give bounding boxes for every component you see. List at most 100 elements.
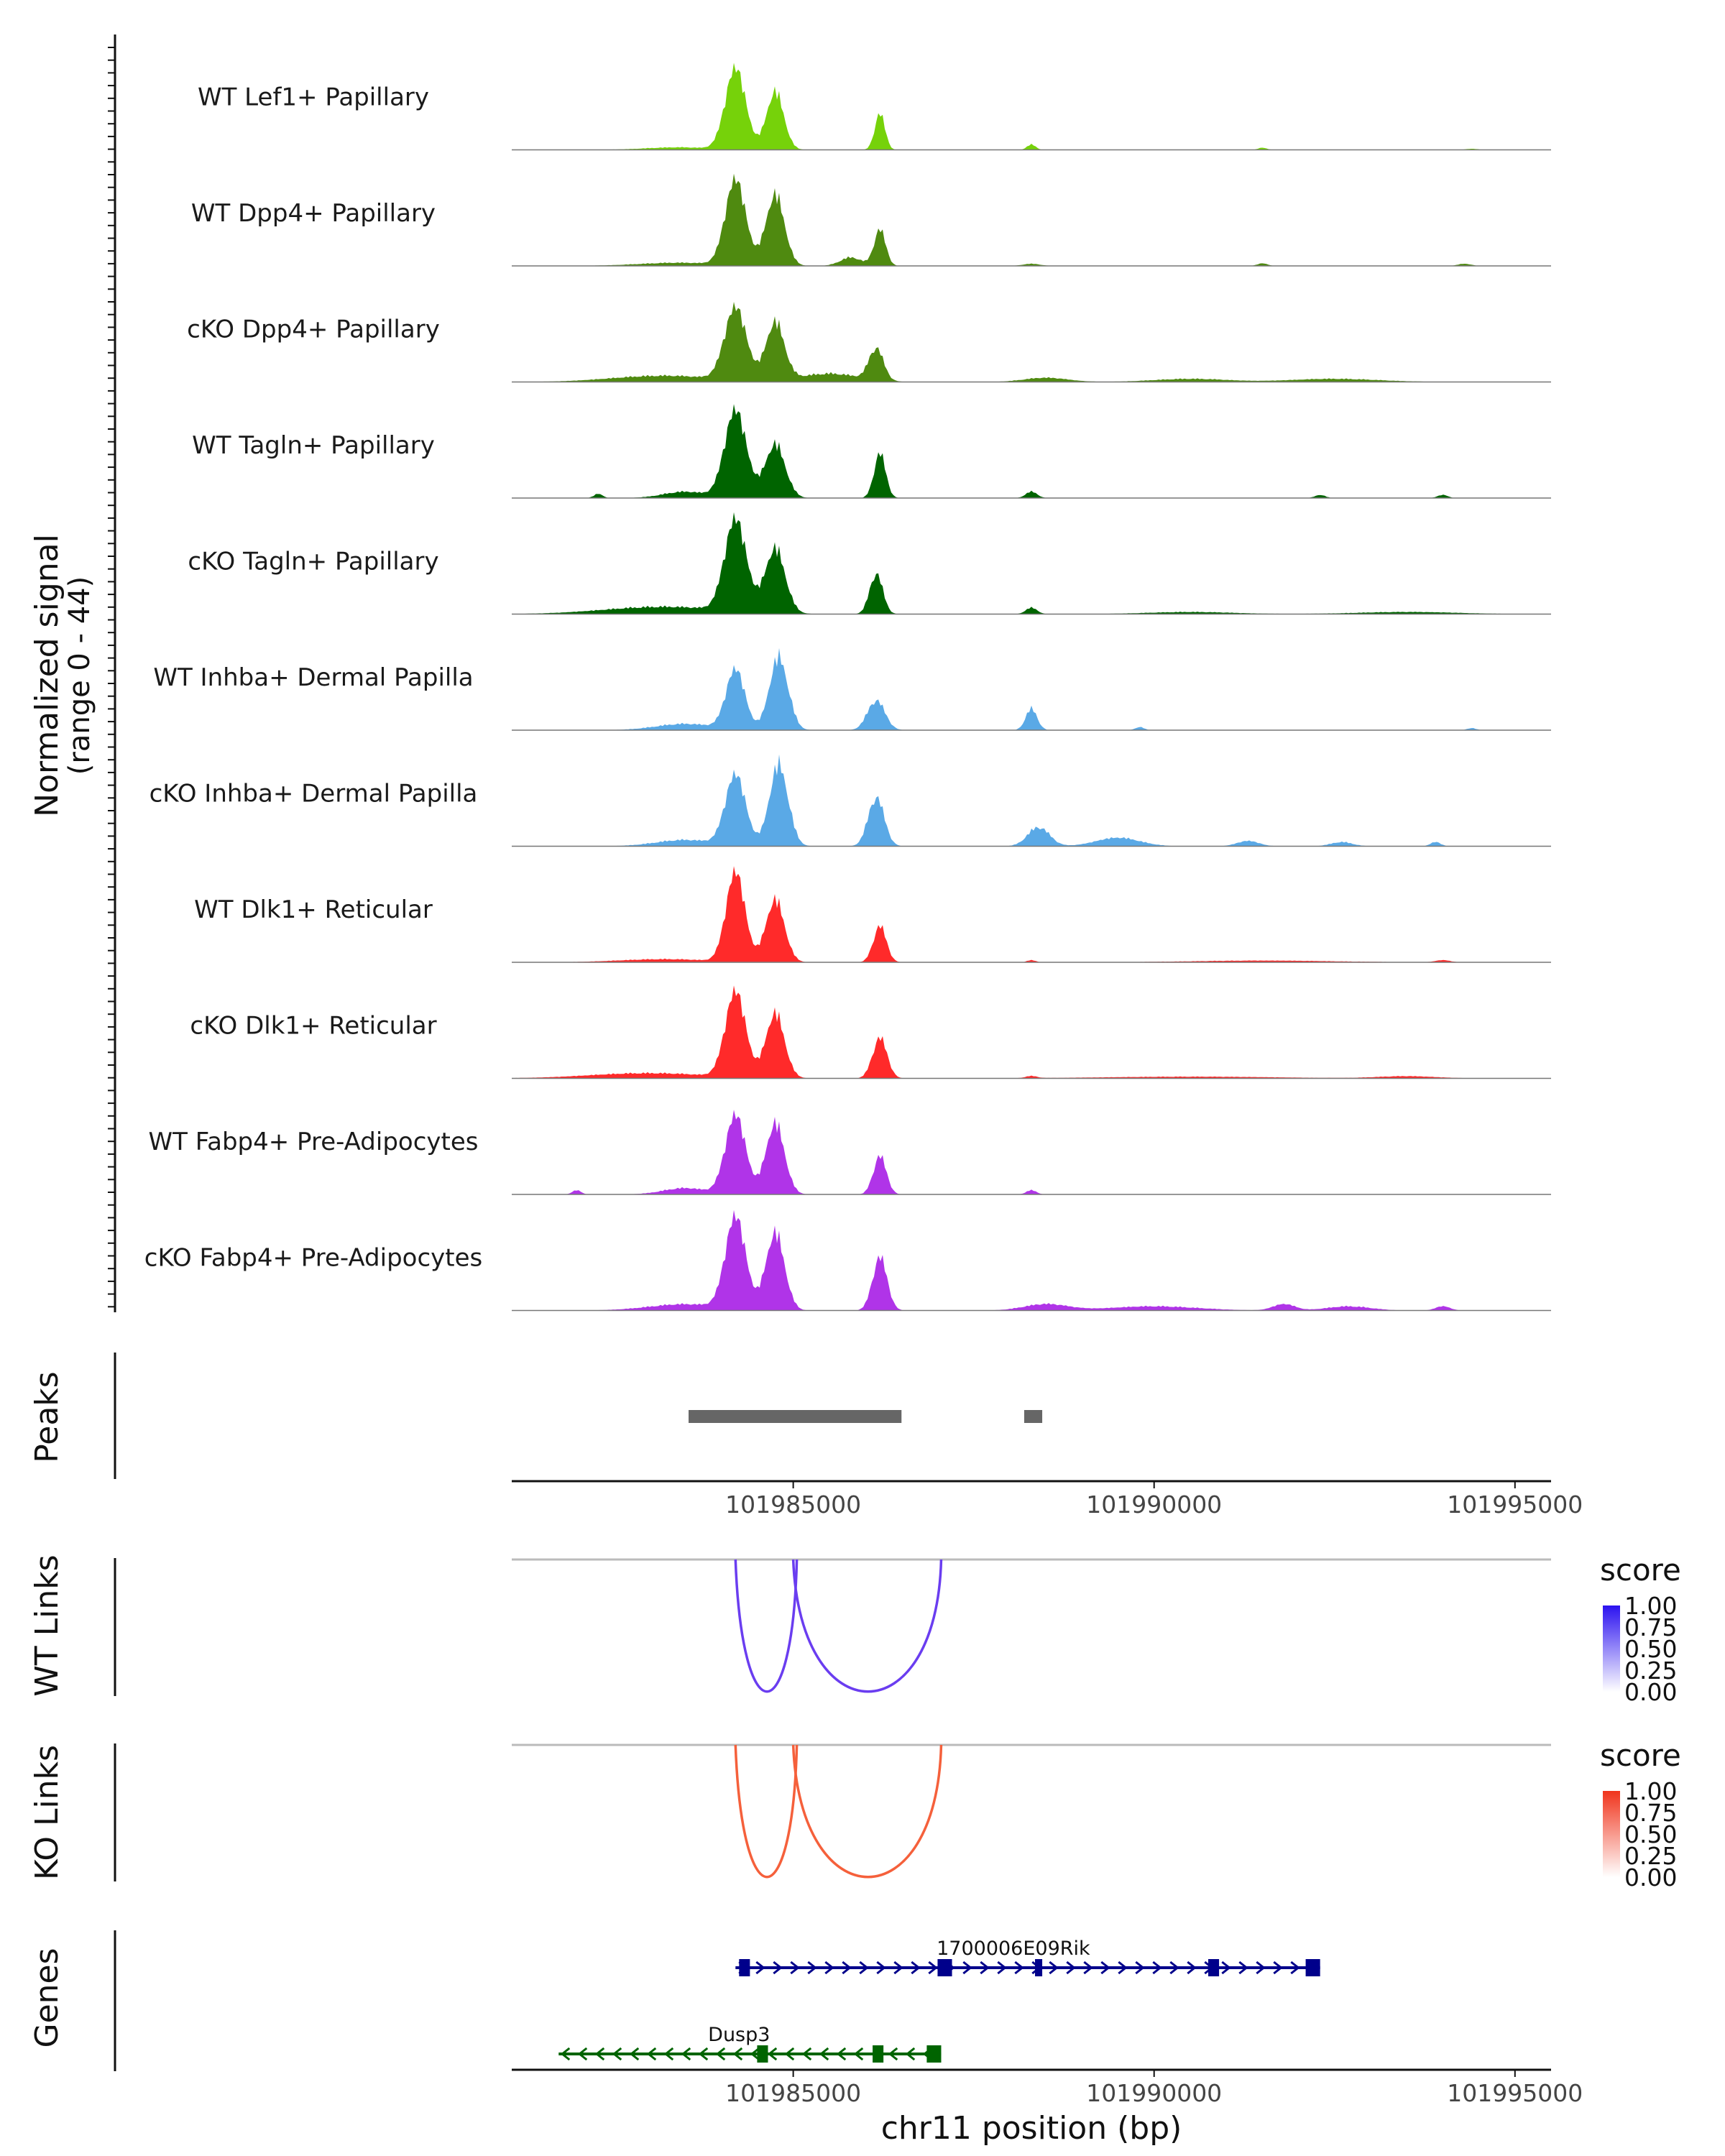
genes-track-label: Genes	[29, 1948, 65, 2047]
track-label: WT Inhba+ Dermal Papilla	[153, 663, 473, 692]
legend-title: score	[1600, 1738, 1681, 1773]
peaks-track-label: Peaks	[29, 1371, 65, 1462]
legend-tick-label: 0.50	[1624, 1820, 1677, 1848]
strand-chevron	[859, 1961, 869, 1975]
coverage-area	[512, 754, 1515, 847]
strand-chevron	[962, 1961, 972, 1975]
coverage-area	[512, 404, 1515, 498]
strand-chevron	[824, 1961, 834, 1975]
coverage-track: cKO Dpp4+ Papillary	[187, 302, 1551, 383]
plot-root: WT Lef1+ Papillary WT Dpp4+ Papillary cKO …	[29, 34, 1681, 2147]
strand-chevron	[594, 2047, 605, 2061]
exon-block	[937, 1959, 952, 1976]
track-label: cKO Inhba+ Dermal Papilla	[150, 780, 478, 808]
link-arc	[791, 1559, 943, 1693]
coverage-area	[512, 63, 1515, 150]
strand-chevron	[1256, 1961, 1266, 1975]
strand-chevron	[842, 1961, 852, 1975]
coverage-area	[512, 302, 1515, 382]
track-label: WT Lef1+ Papillary	[198, 83, 429, 112]
strand-chevron	[732, 2047, 743, 2061]
exon-block	[757, 2045, 768, 2063]
x-tick-label: 101990000	[1086, 1491, 1222, 1519]
x-tick-label: 101995000	[1447, 2079, 1583, 2107]
coverage-track: WT Lef1+ Papillary	[198, 63, 1551, 151]
exon-block	[1305, 1959, 1320, 1976]
strand-chevron	[560, 2047, 571, 2061]
peak-bar	[689, 1410, 902, 1423]
coverage-area	[512, 512, 1515, 614]
strand-chevron	[1014, 1961, 1024, 1975]
y-axis-title: Normalized signal	[29, 534, 65, 817]
coverage-area	[512, 648, 1515, 730]
track-label: WT Tagln+ Papillary	[192, 431, 435, 460]
legend-tick-label: 0.25	[1624, 1842, 1677, 1870]
coverage-track: cKO Fabp4+ Pre-Adipocytes	[144, 1210, 1551, 1312]
x-tick-label: 101985000	[725, 1491, 861, 1519]
coverage-area	[512, 173, 1515, 266]
exon-block	[873, 2045, 884, 2063]
coverage-track: WT Dpp4+ Papillary	[191, 173, 1551, 267]
strand-chevron	[577, 2047, 588, 2061]
strand-chevron	[893, 1961, 903, 1975]
strand-chevron	[646, 2047, 657, 2061]
strand-chevron	[1100, 1961, 1110, 1975]
strand-chevron	[836, 2047, 847, 2061]
legend-tick-label: 0.00	[1624, 1864, 1677, 1892]
strand-chevron	[1221, 1961, 1231, 1975]
peak-bar	[1024, 1410, 1043, 1423]
x-tick-label: 101985000	[725, 2079, 861, 2107]
track-label: cKO Fabp4+ Pre-Adipocytes	[144, 1244, 483, 1273]
x-tick-label: 101995000	[1447, 1491, 1583, 1519]
strand-chevron	[784, 2047, 795, 2061]
exon-block	[926, 2045, 942, 2063]
track-label: cKO Dpp4+ Papillary	[187, 315, 440, 344]
strand-chevron	[1066, 1961, 1076, 1975]
legend-tick-label: 0.75	[1624, 1613, 1677, 1641]
legend-tick-label: 0.50	[1624, 1635, 1677, 1663]
strand-chevron	[876, 1961, 886, 1975]
exon-block	[739, 1959, 750, 1976]
coverage-area	[512, 866, 1515, 962]
coverage-track: WT Tagln+ Papillary	[192, 404, 1551, 499]
gene-model: Dusp3	[558, 2024, 942, 2063]
legend-colorbar	[1603, 1791, 1620, 1877]
strand-chevron	[1083, 1961, 1093, 1975]
strand-chevron	[1187, 1961, 1197, 1975]
coverage-track: cKO Inhba+ Dermal Papilla	[150, 754, 1551, 847]
legend-tick-label: 1.00	[1624, 1592, 1677, 1620]
legend-title: score	[1600, 1552, 1681, 1588]
strand-chevron	[997, 1961, 1007, 1975]
strand-chevron	[1238, 1961, 1248, 1975]
legend-tick-label: 0.75	[1624, 1799, 1677, 1827]
legend-tick-label: 0.00	[1624, 1678, 1677, 1706]
strand-chevron	[980, 1961, 990, 1975]
x-axis-title: chr11 position (bp)	[881, 2110, 1182, 2147]
link-arc	[734, 1559, 799, 1693]
track-label: cKO Tagln+ Papillary	[188, 548, 438, 576]
strand-chevron	[1290, 1961, 1300, 1975]
strand-chevron	[1049, 1961, 1059, 1975]
coverage-area	[512, 1210, 1515, 1311]
coverage-track: cKO Tagln+ Papillary	[188, 512, 1551, 615]
strand-chevron	[905, 2047, 916, 2061]
track-label: WT Dlk1+ Reticular	[194, 895, 433, 924]
strand-chevron	[681, 2047, 691, 2061]
strand-chevron	[928, 1961, 938, 1975]
track-label: WT Fabp4+ Pre-Adipocytes	[149, 1128, 479, 1156]
coverage-track: WT Inhba+ Dermal Papilla	[153, 648, 1551, 731]
strand-chevron	[1152, 1961, 1162, 1975]
strand-chevron	[853, 2047, 864, 2061]
gene-name-label: 1700006E09Rik	[937, 1938, 1090, 1960]
strand-chevron	[767, 2047, 778, 2061]
gene-model: 1700006E09Rik	[735, 1938, 1320, 1976]
strand-chevron	[1135, 1961, 1145, 1975]
legend-colorbar	[1603, 1606, 1620, 1692]
link-arc	[791, 1744, 943, 1879]
strand-chevron	[663, 2047, 674, 2061]
link-track-label: WT Links	[29, 1554, 65, 1696]
strand-chevron	[698, 2047, 709, 2061]
strand-chevron	[911, 1961, 921, 1975]
strand-chevron	[801, 2047, 812, 2061]
